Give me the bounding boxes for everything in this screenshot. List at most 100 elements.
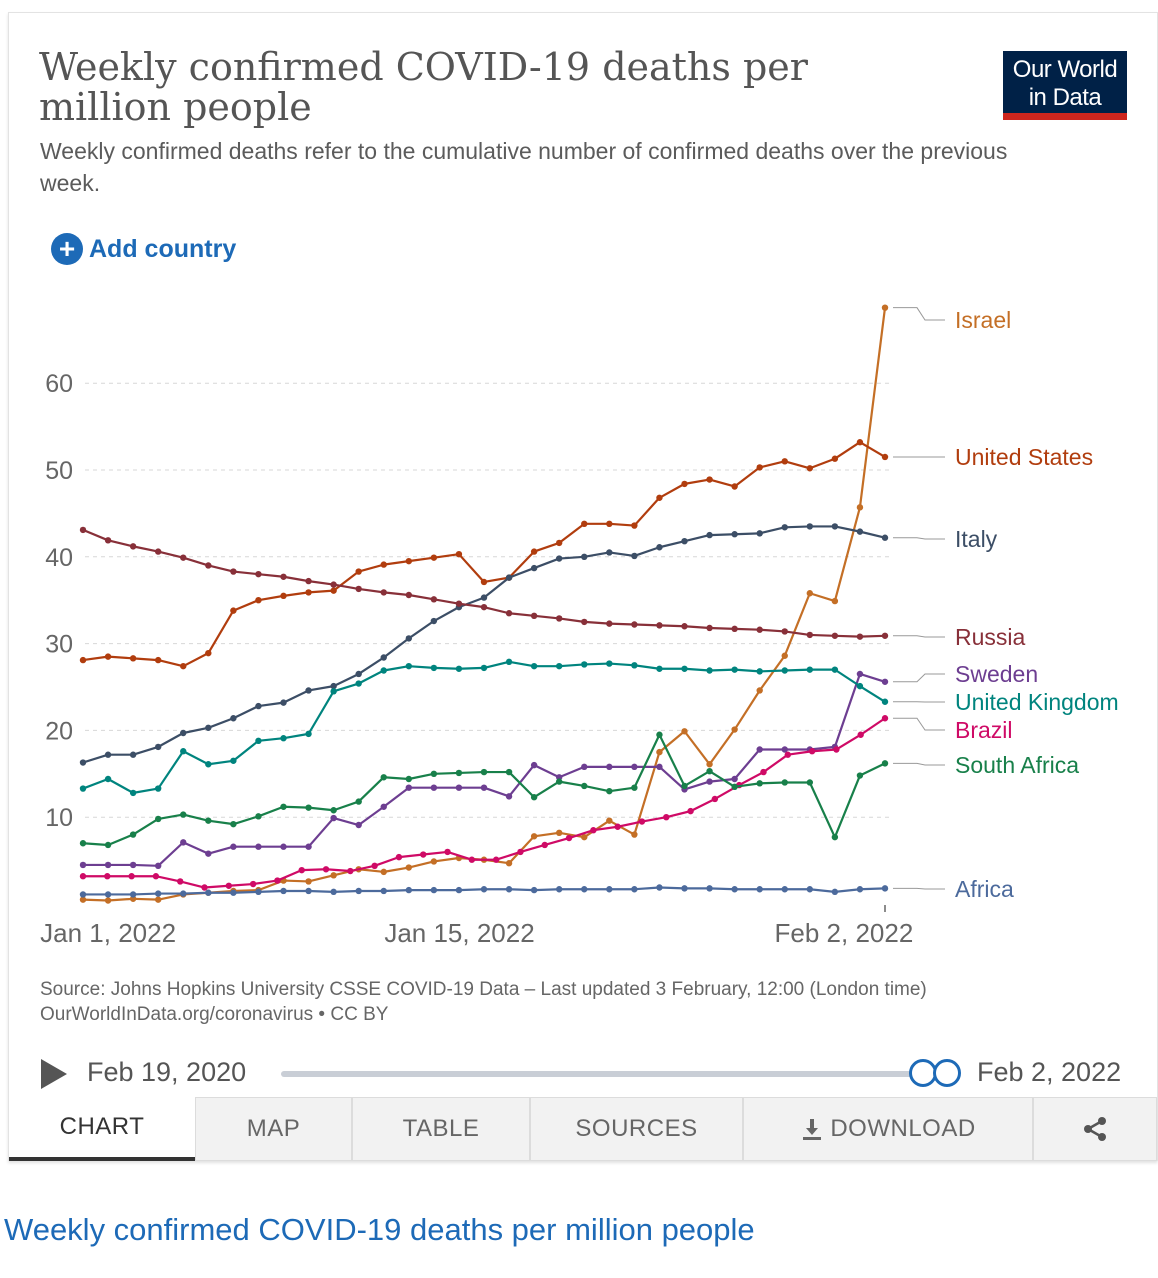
data-point <box>881 678 889 685</box>
data-point <box>380 667 387 674</box>
series-line <box>83 717 886 889</box>
data-point <box>806 666 814 673</box>
play-icon[interactable] <box>41 1059 67 1089</box>
data-point <box>681 885 688 892</box>
data-point <box>706 624 713 632</box>
data-point <box>129 789 137 797</box>
data-point <box>530 794 538 801</box>
data-point <box>505 886 513 893</box>
y-tick-label: 10 <box>45 804 73 832</box>
data-point <box>555 662 563 670</box>
data-point <box>731 783 738 791</box>
data-point <box>79 873 87 880</box>
data-point <box>79 896 87 903</box>
label-connector <box>893 537 945 540</box>
data-point <box>280 803 287 810</box>
data-point <box>430 886 438 894</box>
data-point <box>280 843 287 850</box>
data-point <box>530 833 538 840</box>
data-point <box>129 861 137 869</box>
data-point <box>154 862 162 870</box>
data-point <box>505 860 513 867</box>
data-point <box>731 886 738 893</box>
data-point <box>614 823 621 830</box>
data-point <box>856 682 864 690</box>
x-tick-label: Jan 1, 2022 <box>40 918 176 948</box>
data-point <box>455 600 463 607</box>
data-point <box>881 453 889 461</box>
data-point <box>681 782 688 790</box>
data-point <box>480 784 488 791</box>
data-point <box>405 784 413 791</box>
tab-map[interactable]: MAP <box>195 1097 352 1161</box>
owid-logo[interactable]: Our World in Data <box>1003 51 1127 120</box>
data-point <box>380 589 387 596</box>
data-point <box>205 889 212 896</box>
tab-share[interactable] <box>1033 1097 1157 1161</box>
label-south-africa: South Africa <box>893 752 1079 778</box>
data-point <box>881 760 889 767</box>
data-point <box>347 867 354 875</box>
data-point <box>255 737 262 745</box>
series-label: Brazil <box>955 717 1013 743</box>
data-point <box>541 841 548 849</box>
data-point <box>656 494 663 501</box>
data-point <box>857 731 864 738</box>
source-note: Source: Johns Hopkins University CSSE CO… <box>40 977 1120 1027</box>
data-point <box>784 751 791 758</box>
series-label: Africa <box>955 876 1014 902</box>
data-point <box>305 843 312 850</box>
data-point <box>706 476 713 483</box>
data-point <box>230 607 237 614</box>
tab-chart[interactable]: CHART <box>9 1097 195 1161</box>
data-point <box>405 557 413 565</box>
data-point <box>806 465 814 472</box>
timeline-track[interactable] <box>281 1071 921 1077</box>
data-point <box>430 596 438 603</box>
data-point <box>631 784 638 791</box>
label-italy: Italy <box>893 526 998 552</box>
data-point <box>322 866 330 873</box>
data-point <box>756 668 763 675</box>
label-connector <box>893 762 945 766</box>
data-point <box>606 763 613 771</box>
series-russia <box>79 526 889 640</box>
data-point <box>706 767 713 775</box>
label-africa: Africa <box>893 876 1014 902</box>
series-brazil <box>79 715 889 891</box>
data-point <box>581 661 588 668</box>
tab-download[interactable]: DOWNLOAD <box>743 1097 1033 1161</box>
series-line <box>82 441 886 668</box>
data-point <box>380 803 387 810</box>
add-country-button[interactable]: + Add country <box>51 233 236 265</box>
data-point <box>330 872 337 879</box>
data-point <box>631 886 638 893</box>
data-point <box>129 751 137 758</box>
timeline-end-date: Feb 2, 2022 <box>977 1057 1122 1087</box>
y-tick-label: 30 <box>45 631 73 659</box>
data-point <box>831 455 839 462</box>
data-point <box>255 597 262 604</box>
data-point <box>79 759 87 766</box>
tab-sources[interactable]: SOURCES <box>530 1097 743 1161</box>
data-point <box>371 862 378 870</box>
chart-card: Weekly confirmed COVID-19 deaths per mil… <box>8 12 1158 1161</box>
footer-chart-link[interactable]: Weekly confirmed COVID-19 deaths per mil… <box>4 1212 755 1247</box>
data-point <box>555 555 563 562</box>
series-united-kingdom <box>79 658 889 797</box>
data-point <box>806 779 814 786</box>
data-point <box>756 687 763 694</box>
data-point <box>731 625 738 633</box>
data-point <box>154 896 162 903</box>
data-point <box>706 885 713 892</box>
data-point <box>706 778 713 785</box>
data-point <box>480 768 488 776</box>
timeline-end-handle[interactable] <box>933 1059 961 1087</box>
data-point <box>581 886 588 893</box>
data-point <box>380 887 387 895</box>
tab-table[interactable]: TABLE <box>352 1097 530 1161</box>
data-point <box>781 524 788 531</box>
data-point <box>305 589 312 596</box>
data-point <box>781 458 788 465</box>
license-line[interactable]: OurWorldInData.org/coronavirus • CC BY <box>40 1004 389 1025</box>
